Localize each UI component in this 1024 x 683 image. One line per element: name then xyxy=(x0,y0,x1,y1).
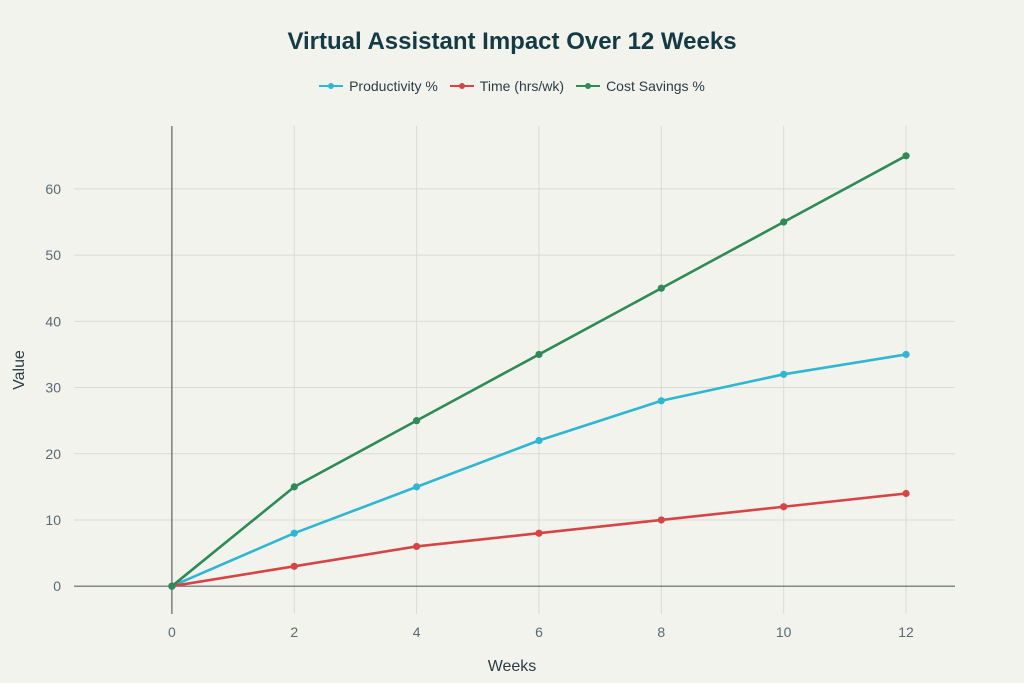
y-tick-label: 0 xyxy=(53,578,61,594)
data-point-productivity[interactable] xyxy=(902,350,910,359)
legend-label-time: Time (hrs/wk) xyxy=(479,78,565,94)
data-point-cost-savings[interactable] xyxy=(657,284,665,292)
legend-item-productivity[interactable]: Productivity % xyxy=(319,78,438,94)
x-tick-label: 12 xyxy=(898,624,914,640)
x-tick-label: 4 xyxy=(413,624,421,640)
legend-swatch-time xyxy=(449,83,474,89)
x-tick-label: 0 xyxy=(168,624,176,640)
x-tick-label: 8 xyxy=(657,624,665,640)
x-tick-label: 10 xyxy=(776,624,792,640)
data-point-time[interactable] xyxy=(535,529,543,537)
data-point-productivity[interactable] xyxy=(413,483,421,491)
data-point-cost-savings[interactable] xyxy=(902,152,910,160)
data-point-time[interactable] xyxy=(413,542,421,551)
data-point-time[interactable] xyxy=(902,489,910,498)
grid-layer xyxy=(74,126,955,614)
legend-label-cost-savings: Cost Savings % xyxy=(606,78,705,94)
legend-swatch-productivity xyxy=(319,83,344,89)
data-point-time[interactable] xyxy=(290,562,298,570)
x-tick-label: 6 xyxy=(535,624,543,640)
y-axis-title: Value xyxy=(11,350,28,390)
data-point-cost-savings[interactable] xyxy=(780,218,788,226)
data-point-time[interactable] xyxy=(657,516,665,524)
legend-item-time[interactable]: Time (hrs/wk) xyxy=(449,78,565,94)
data-point-productivity[interactable] xyxy=(290,529,298,537)
data-point-cost-savings[interactable] xyxy=(535,350,543,359)
legend-label-productivity: Productivity % xyxy=(349,78,438,94)
axis-layer xyxy=(74,126,955,614)
y-tick-label: 60 xyxy=(45,181,61,197)
chart-legend: Productivity % Time (hrs/wk) Cost Saving… xyxy=(0,78,1024,94)
y-tick-label: 50 xyxy=(45,247,61,263)
data-point-productivity[interactable] xyxy=(535,436,543,445)
data-point-cost-savings[interactable] xyxy=(413,417,421,425)
y-tick-label: 20 xyxy=(45,446,61,462)
x-axis-title: Weeks xyxy=(488,658,537,675)
y-tick-label: 40 xyxy=(45,313,61,329)
data-point-time[interactable] xyxy=(780,503,788,511)
data-point-cost-savings[interactable] xyxy=(290,483,298,491)
y-tick-label: 10 xyxy=(45,512,61,528)
chart-title: Virtual Assistant Impact Over 12 Weeks xyxy=(287,28,737,55)
x-tick-label: 2 xyxy=(290,624,298,640)
label-layer: 0 2 4 6 8 10 12 0 10 20 30 40 50 60 xyxy=(45,181,914,640)
data-point-productivity[interactable] xyxy=(657,397,665,405)
y-tick-label: 30 xyxy=(45,380,61,396)
data-point-cost-savings[interactable] xyxy=(168,582,176,590)
legend-item-cost-savings[interactable]: Cost Savings % xyxy=(576,78,705,94)
legend-swatch-cost-savings xyxy=(576,83,601,89)
data-point-productivity[interactable] xyxy=(780,370,788,378)
series-layer xyxy=(168,152,910,590)
